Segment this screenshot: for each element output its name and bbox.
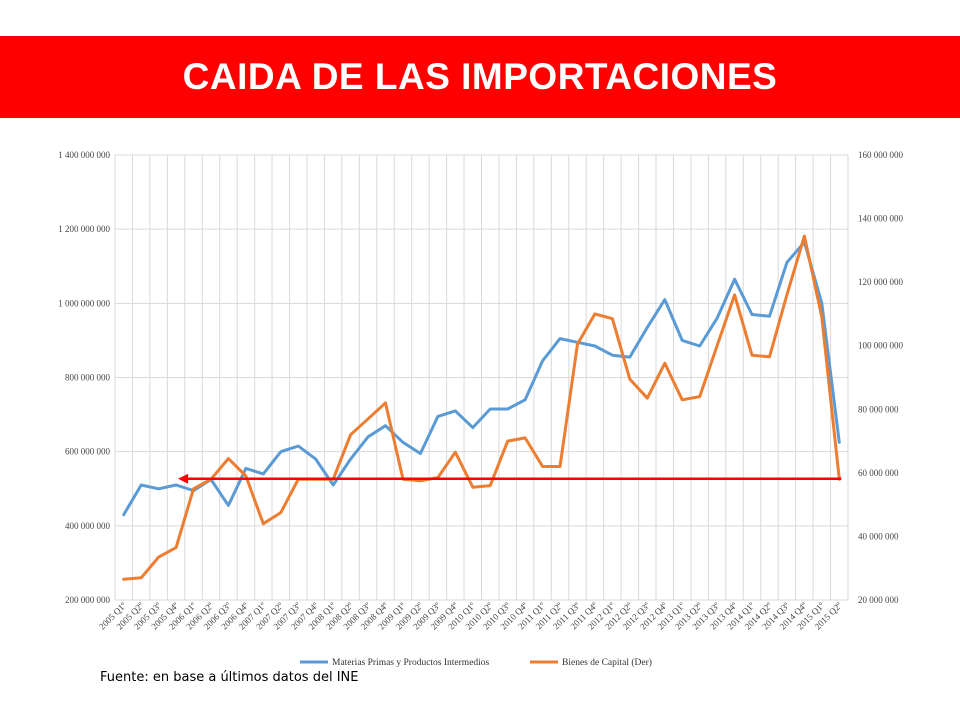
left-tick-label: 600 000 000 [65, 447, 111, 457]
right-tick-label: 60 000 000 [858, 468, 899, 478]
left-tick-label: 400 000 000 [65, 521, 111, 531]
series-line-2 [122, 234, 841, 581]
chart-series [122, 234, 841, 581]
chart-legend: Materias Primas y Productos Intermedios B… [300, 657, 652, 668]
left-tick-label: 1 000 000 000 [58, 298, 110, 308]
slide-title: CAIDA DE LAS IMPORTACIONES [182, 56, 778, 97]
reference-arrow-head [178, 473, 189, 484]
right-tick-label: 160 000 000 [858, 150, 904, 160]
legend-label-1: Materias Primas y Productos Intermedios [332, 658, 490, 668]
right-tick-label: 120 000 000 [858, 277, 904, 287]
right-tick-label: 80 000 000 [858, 404, 899, 414]
left-tick-label: 200 000 000 [65, 595, 111, 605]
right-tick-label: 140 000 000 [858, 214, 904, 224]
left-tick-label: 1 200 000 000 [58, 224, 110, 234]
title-banner: CAIDA DE LAS IMPORTACIONES [0, 36, 960, 118]
left-tick-label: 800 000 000 [65, 373, 111, 383]
right-tick-label: 100 000 000 [858, 341, 904, 351]
right-tick-label: 40 000 000 [858, 531, 899, 541]
right-y-axis: 20 000 000 40 000 000 60 000 000 80 000 000… [858, 150, 904, 605]
source-note: Fuente: en base a últimos datos del INE [100, 670, 359, 685]
chart-grid [114, 154, 849, 601]
chart-annotations [178, 473, 842, 484]
right-tick-label: 20 000 000 [858, 595, 899, 605]
chart: 200 000 000 400 000 000 600 000 000 800 000… [58, 150, 904, 668]
left-tick-label: 1 400 000 000 [58, 150, 110, 160]
legend-label-2: Bienes de Capital (Der) [562, 657, 652, 668]
left-y-axis: 200 000 000 400 000 000 600 000 000 800 000… [58, 150, 110, 605]
